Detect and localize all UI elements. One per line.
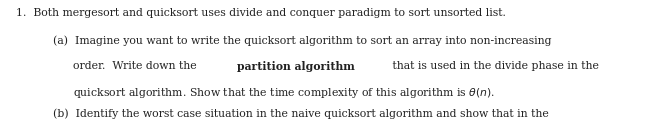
Text: (a)  Imagine you want to write the quicksort algorithm to sort an array into non: (a) Imagine you want to write the quicks… xyxy=(53,35,552,46)
Text: (b)  Identify the worst case situation in the naive quicksort algorithm and show: (b) Identify the worst case situation in… xyxy=(53,108,549,119)
Text: partition algorithm: partition algorithm xyxy=(237,61,355,72)
Text: order.  Write down the: order. Write down the xyxy=(73,61,200,70)
Text: quicksort algorithm. Show that the time complexity of this algorithm is $\theta(: quicksort algorithm. Show that the time … xyxy=(73,86,495,100)
Text: 1.  Both mergesort and quicksort uses divide and conquer paradigm to sort unsort: 1. Both mergesort and quicksort uses div… xyxy=(16,8,506,18)
Text: that is used in the divide phase in the: that is used in the divide phase in the xyxy=(389,61,599,70)
